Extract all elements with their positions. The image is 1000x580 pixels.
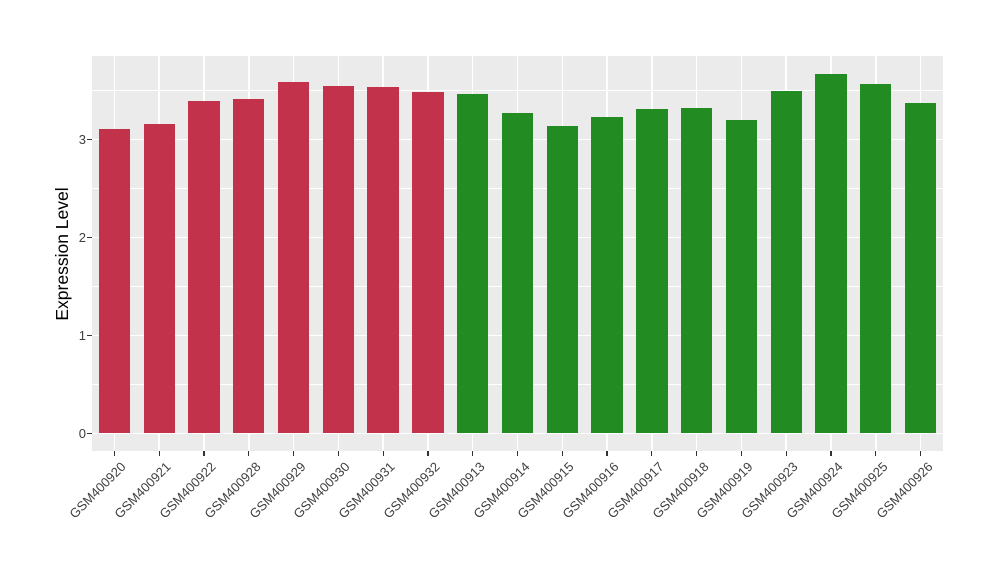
bar-GSM400914 — [501, 112, 534, 434]
y-tick-mark — [87, 334, 92, 336]
y-axis-title: Expression Level — [52, 187, 72, 321]
x-tick-mark — [561, 451, 563, 456]
bar-GSM400925 — [860, 84, 892, 434]
x-tick-mark — [516, 451, 519, 456]
bar-GSM400931 — [367, 87, 399, 434]
x-tick-mark — [382, 451, 384, 456]
x-tick-mark — [203, 451, 205, 456]
y-tick-label: 2 — [78, 229, 86, 245]
x-tick-mark — [158, 451, 160, 456]
y-tick-mark — [87, 432, 92, 434]
bar-GSM400924 — [815, 73, 847, 434]
x-tick-mark — [113, 451, 115, 456]
plot-panel — [92, 56, 943, 451]
y-tick-label: 0 — [78, 425, 86, 441]
y-tick-label: 1 — [78, 327, 86, 343]
x-tick-mark — [606, 451, 608, 456]
x-tick-mark — [740, 451, 743, 456]
x-tick-mark — [337, 451, 339, 456]
x-tick-mark — [651, 451, 653, 456]
x-tick-mark — [920, 451, 922, 456]
bar-GSM400932 — [412, 92, 444, 434]
x-tick-mark — [696, 451, 698, 456]
bar-GSM400929 — [277, 82, 310, 434]
bar-GSM400923 — [770, 91, 802, 434]
bar-GSM400921 — [143, 123, 175, 434]
y-tick-label: 3 — [78, 131, 86, 147]
bar-GSM400915 — [546, 125, 578, 434]
x-tick-mark — [785, 451, 787, 456]
bar-GSM400930 — [322, 86, 354, 434]
bar-GSM400918 — [680, 107, 713, 434]
bar-GSM400919 — [725, 119, 758, 434]
bar-GSM400916 — [591, 116, 623, 434]
bar-GSM400922 — [188, 101, 220, 434]
x-tick-mark — [472, 451, 474, 456]
bar-GSM400920 — [98, 128, 131, 434]
y-tick-mark — [87, 138, 92, 140]
bar-GSM400928 — [233, 99, 265, 434]
x-tick-mark — [875, 451, 877, 456]
x-tick-mark — [427, 451, 429, 456]
x-tick-mark — [248, 451, 250, 456]
y-tick-mark — [87, 236, 92, 238]
x-tick-mark — [292, 451, 295, 456]
bar-GSM400913 — [457, 94, 489, 434]
bar-GSM400917 — [636, 108, 668, 434]
x-tick-mark — [830, 451, 832, 456]
bar-GSM400926 — [904, 103, 937, 434]
